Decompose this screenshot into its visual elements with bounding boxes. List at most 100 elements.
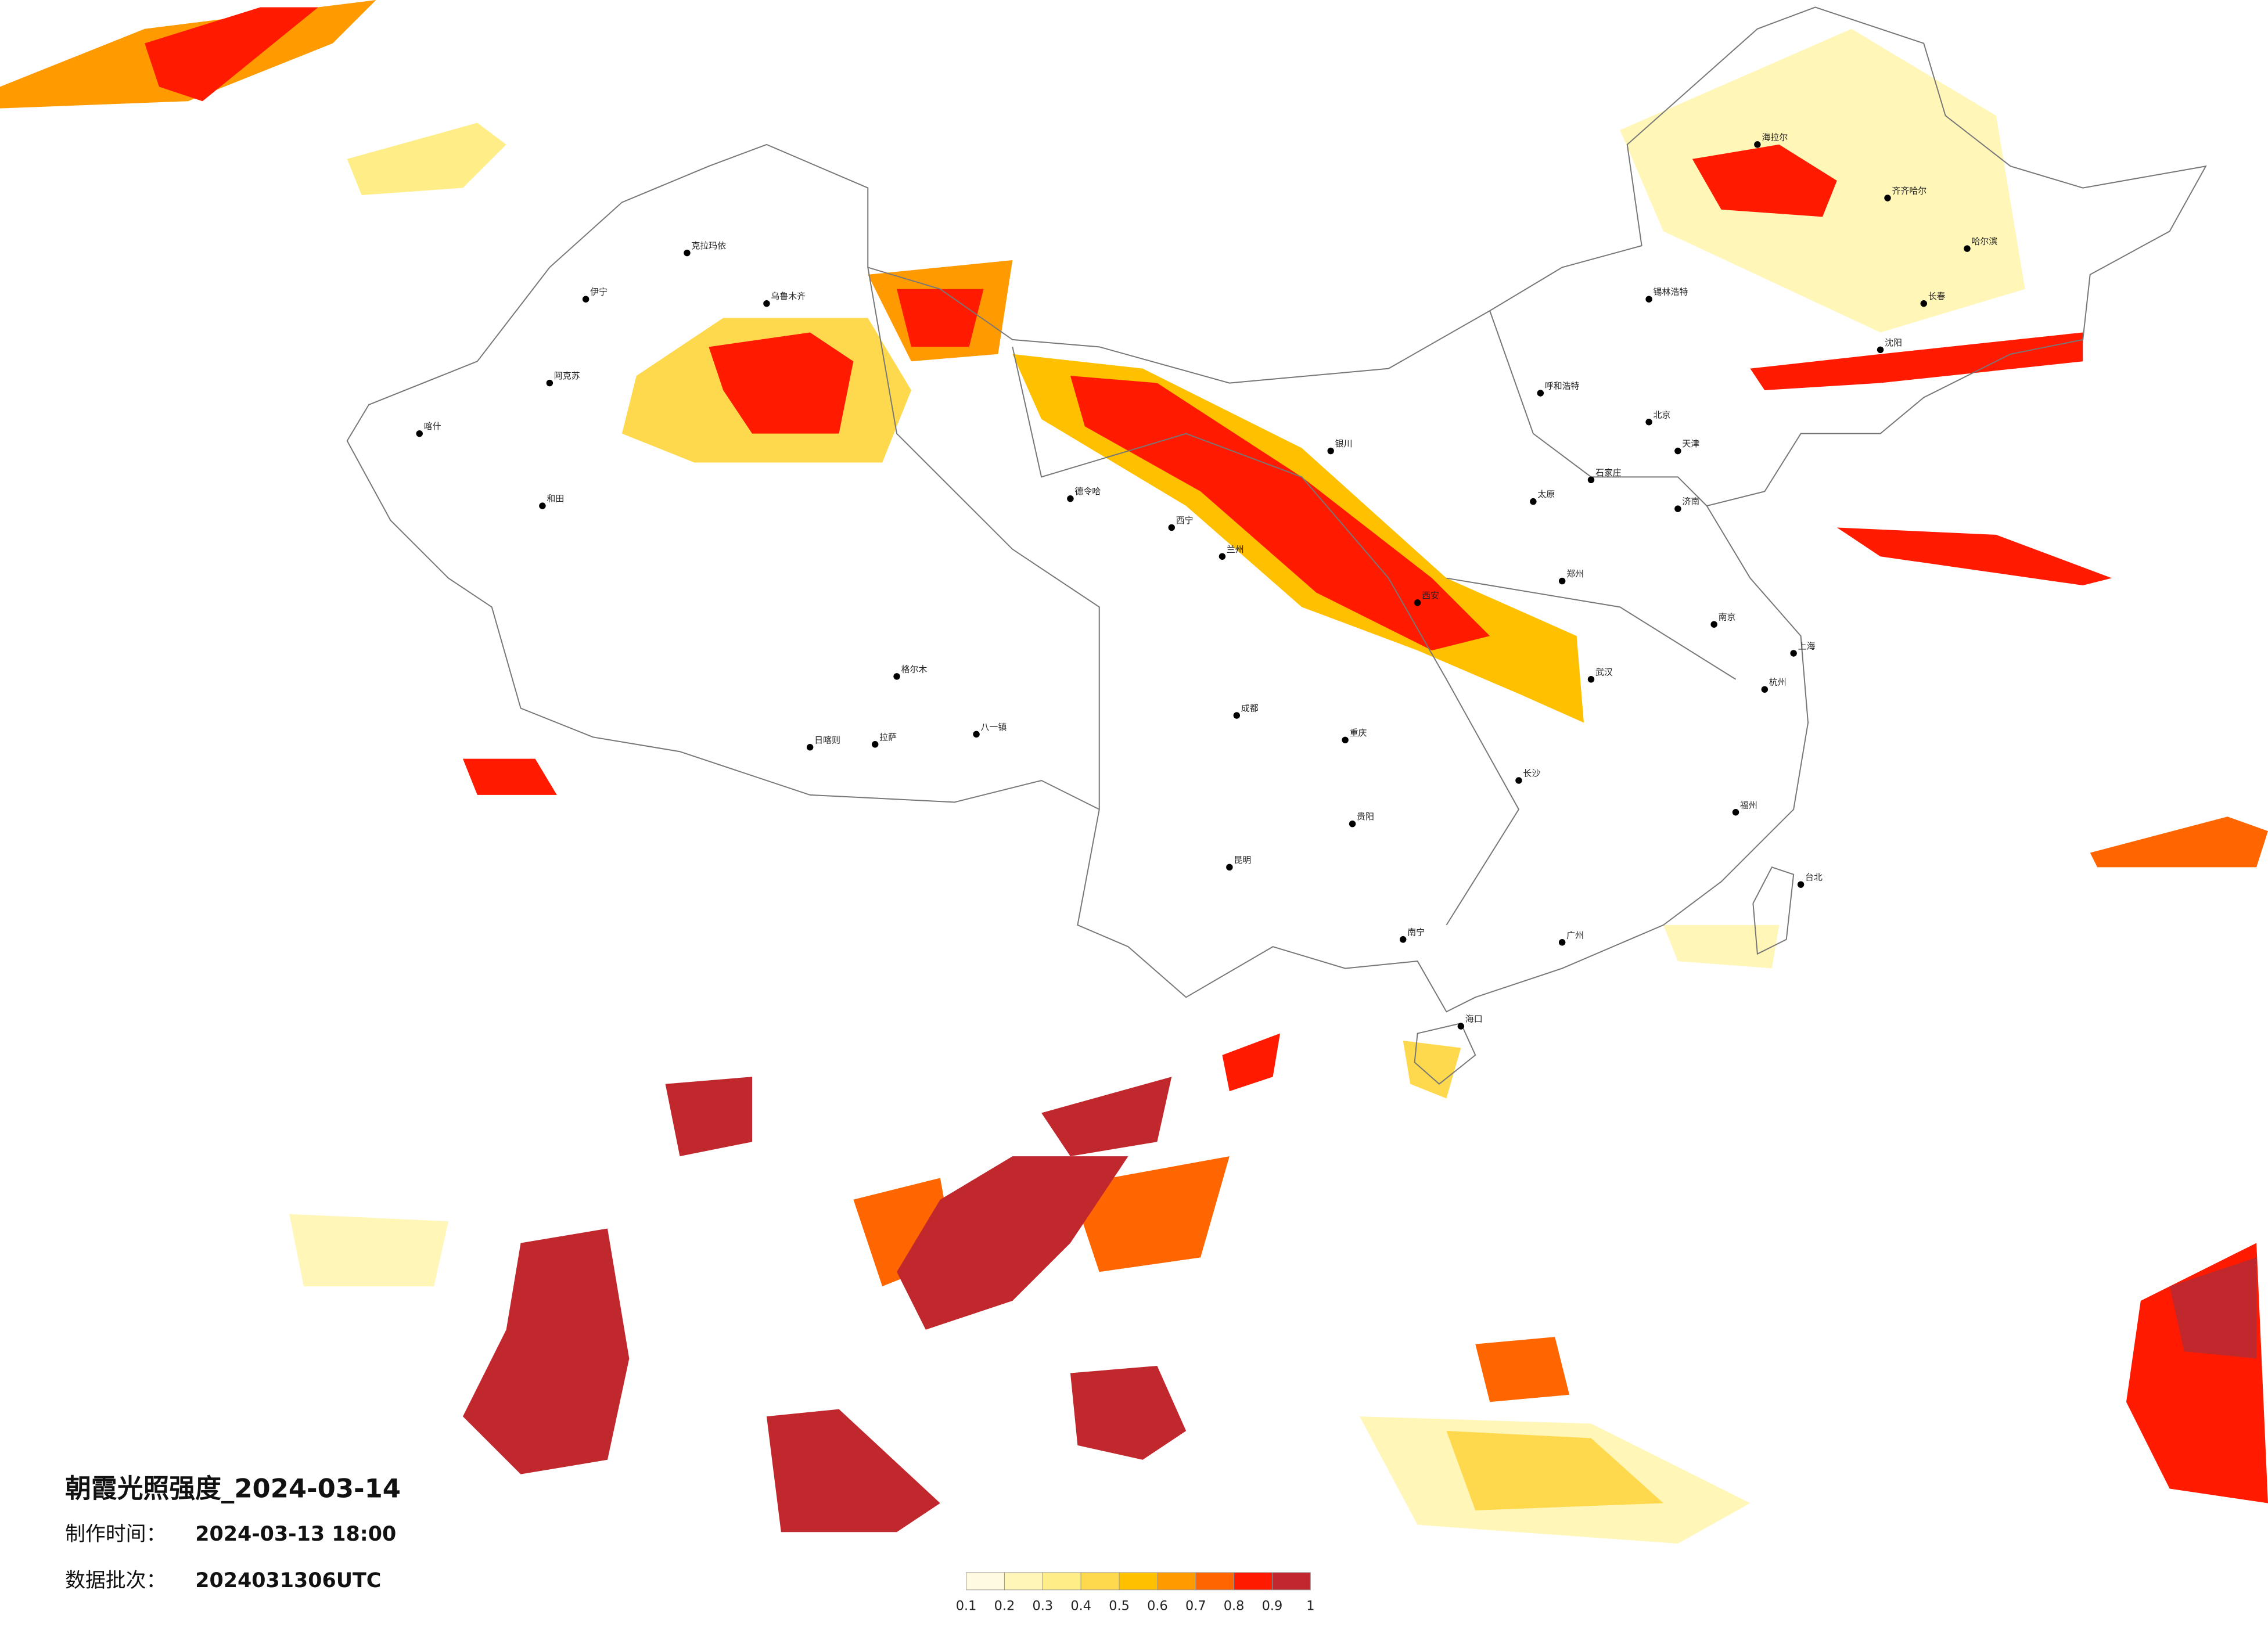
city-dot [1530, 498, 1537, 505]
colorbar-box [1195, 1572, 1235, 1591]
city-label: 和田 [547, 494, 564, 504]
city-dot [1168, 524, 1175, 531]
colorbar-tick-label: 0.6 [1147, 1599, 1168, 1614]
city-label: 哈尔滨 [1971, 236, 1997, 247]
meta-value: 2024-03-13 18:00 [195, 1523, 396, 1546]
colorbar-tick-label: 0.5 [1109, 1599, 1130, 1614]
city-dot [1732, 809, 1739, 816]
meta-label: 数据批次： [65, 1569, 166, 1592]
meta-value: 2024031306UTC [195, 1569, 381, 1592]
colorbar-tick-label: 0.8 [1224, 1599, 1245, 1614]
colorbar-box [1119, 1572, 1158, 1591]
city-dot [1515, 777, 1522, 784]
city-label: 台北 [1805, 872, 1823, 883]
city-label: 德令哈 [1074, 486, 1101, 497]
city-dot [1342, 736, 1349, 744]
colorbar-box [1004, 1572, 1043, 1591]
city-dot [1558, 577, 1566, 585]
city-dot [1761, 686, 1769, 693]
colorbar-box [1042, 1572, 1081, 1591]
colorbar-tick-label: 0.9 [1262, 1599, 1283, 1614]
city-label: 济南 [1682, 497, 1699, 507]
city-dot [1790, 650, 1797, 657]
city-label: 日喀则 [814, 735, 840, 745]
city-dot [1645, 296, 1652, 303]
city-dot [1233, 712, 1241, 719]
colorbar-box [1234, 1572, 1273, 1591]
city-label: 齐齐哈尔 [1892, 186, 1926, 196]
city-dot [1457, 1023, 1465, 1030]
city-label: 银川 [1335, 438, 1353, 449]
city-label: 武汉 [1595, 667, 1613, 677]
meta-label: 制作时间： [65, 1523, 166, 1546]
city-dot [1754, 141, 1761, 148]
city-label: 重庆 [1350, 728, 1367, 738]
city-dot [1674, 505, 1681, 512]
intensity-field [0, 0, 2268, 1544]
city-dot [1399, 936, 1407, 943]
city-dot [1327, 447, 1334, 455]
city-label: 呼和浩特 [1545, 381, 1580, 391]
city-dot [1645, 419, 1652, 426]
colorbar-tick-label: 0.7 [1185, 1599, 1206, 1614]
city-label: 伊宁 [590, 287, 608, 297]
city-dot [973, 731, 980, 738]
city-label: 太原 [1537, 489, 1555, 499]
city-dot [1067, 495, 1074, 502]
city-dot [1920, 300, 1928, 307]
city-dot [1884, 195, 1891, 202]
colorbar-tick-label: 0.2 [994, 1599, 1015, 1614]
map-title: 朝霞光照强度_2024-03-14 [65, 1473, 401, 1504]
colorbar-box [1271, 1572, 1311, 1591]
city-label: 海拉尔 [1762, 132, 1788, 142]
city-label: 格尔木 [901, 664, 928, 674]
city-label: 成都 [1241, 703, 1259, 714]
city-label: 克拉玛依 [691, 240, 726, 251]
city-label: 上海 [1798, 641, 1816, 652]
boundaries [346, 6, 2207, 1085]
city-dot [1537, 390, 1544, 397]
city-label: 乌鲁木齐 [771, 291, 806, 301]
city-dot [1964, 245, 1971, 252]
city-dot [1558, 939, 1566, 946]
city-dot [1349, 820, 1356, 828]
city-label: 长春 [1928, 291, 1946, 301]
city-dot [1587, 476, 1595, 484]
city-label: 拉萨 [879, 732, 897, 742]
colorbar: 0.1 0.2 0.3 0.4 0.5 0.6 0.7 0.8 0.9 1 [956, 1572, 1314, 1614]
city-label: 长沙 [1523, 768, 1540, 779]
city-dot [582, 296, 590, 303]
city-label: 喀什 [424, 421, 441, 431]
city-label: 杭州 [1769, 677, 1787, 688]
city-label: 石家庄 [1595, 467, 1622, 478]
city-label: 西宁 [1176, 515, 1194, 526]
city-label: 阿克苏 [554, 370, 580, 381]
colorbar-box [1157, 1572, 1196, 1591]
colorbar-tick-label: 1 [1306, 1599, 1314, 1614]
city-dot [1587, 676, 1595, 683]
city-dot [806, 744, 814, 751]
city-dot [539, 502, 546, 509]
city-label: 昆明 [1234, 855, 1251, 865]
city-dot [1226, 864, 1233, 871]
city-dot [416, 430, 423, 437]
city-label: 兰州 [1227, 544, 1244, 555]
city-label: 南宁 [1407, 927, 1425, 937]
city-dot [1710, 621, 1717, 628]
city-dot [1797, 881, 1805, 888]
city-dot [684, 249, 691, 257]
city-dot [1414, 599, 1421, 606]
city-label: 福州 [1740, 800, 1757, 810]
colorbar-tick-label: 0.4 [1070, 1599, 1091, 1614]
city-label: 北京 [1654, 409, 1671, 420]
city-label: 郑州 [1566, 569, 1584, 579]
colorbar-tick-label: 0.1 [956, 1599, 977, 1614]
city-label: 天津 [1682, 438, 1699, 449]
city-label: 广州 [1566, 930, 1584, 940]
city-label: 沈阳 [1885, 337, 1902, 348]
colorbar-tick-label: 0.3 [1033, 1599, 1054, 1614]
city-dot [546, 379, 553, 387]
